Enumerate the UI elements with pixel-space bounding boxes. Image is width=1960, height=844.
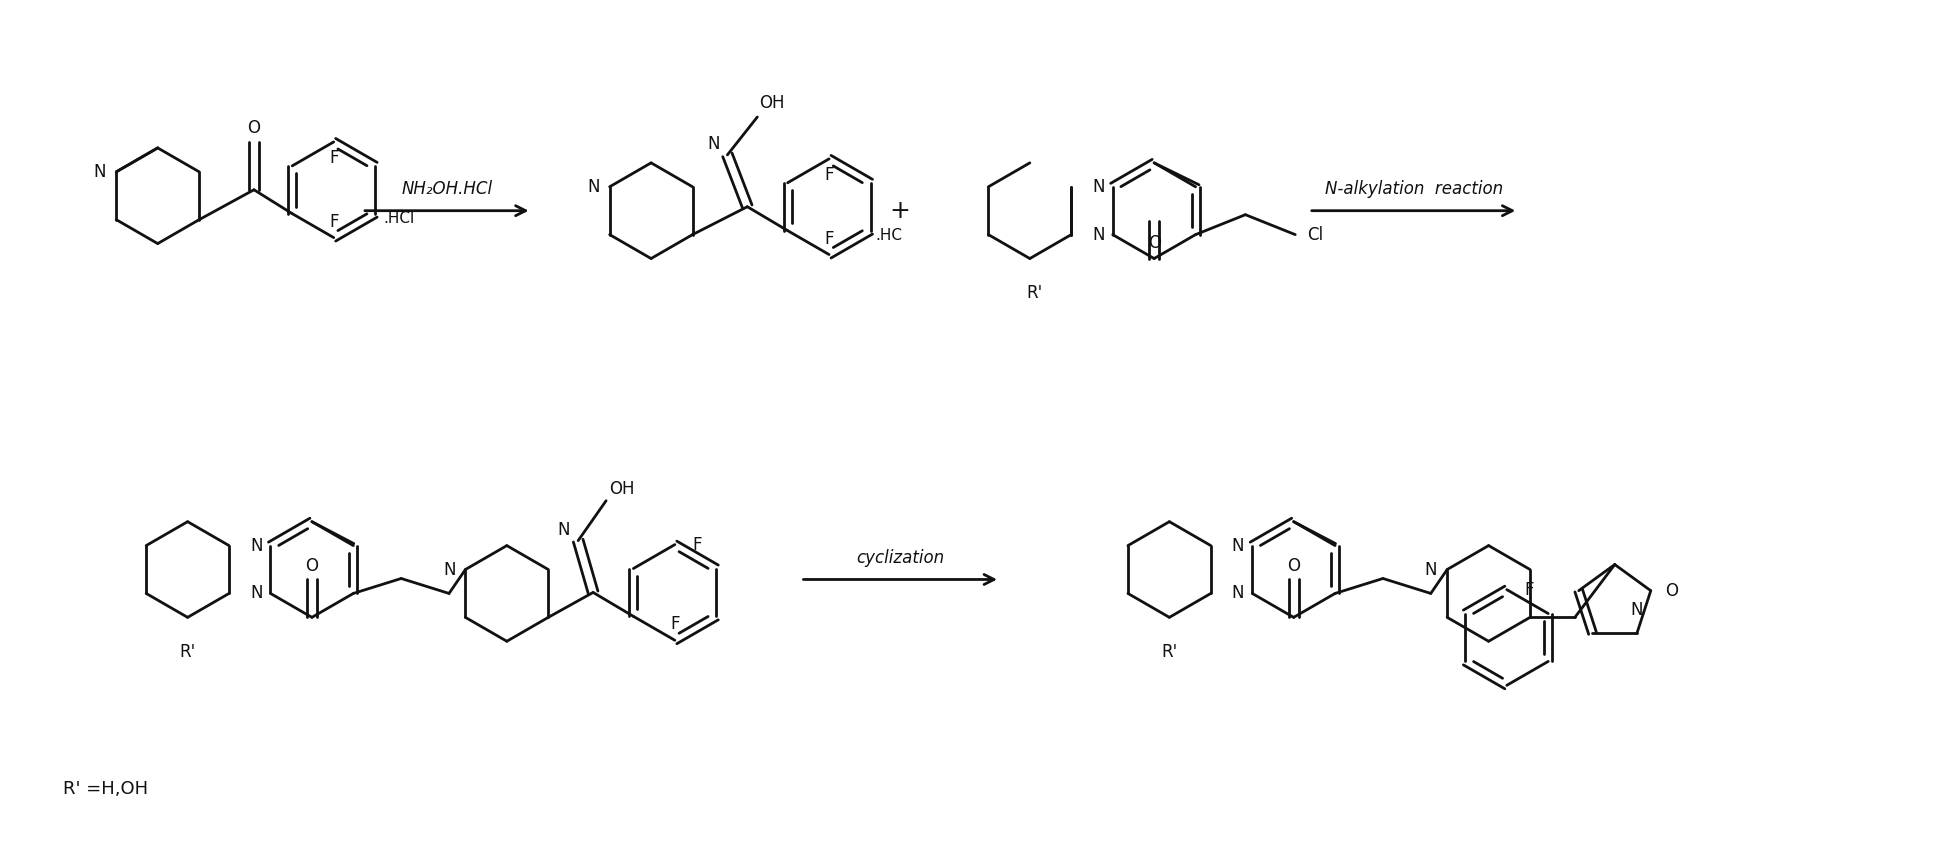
Text: R' =H,OH: R' =H,OH [63, 780, 149, 798]
Text: N-alkylation  reaction: N-alkylation reaction [1325, 180, 1503, 197]
Text: F: F [1525, 581, 1535, 598]
Text: F: F [692, 536, 702, 554]
Text: F: F [825, 165, 833, 184]
Text: N: N [1092, 225, 1105, 244]
Text: R': R' [1027, 284, 1043, 302]
Text: N: N [559, 521, 570, 538]
Text: F: F [670, 615, 680, 633]
Text: F: F [329, 149, 339, 167]
Text: R': R' [180, 643, 196, 661]
Text: +: + [890, 198, 911, 223]
Text: .HC: .HC [876, 228, 902, 243]
Text: Cl: Cl [1307, 225, 1323, 244]
Text: N: N [443, 560, 455, 578]
Text: O: O [1149, 234, 1160, 252]
Text: OH: OH [759, 94, 784, 112]
Text: F: F [329, 213, 339, 230]
Text: N: N [1231, 584, 1245, 603]
Text: N: N [588, 178, 600, 196]
Text: OH: OH [610, 479, 635, 498]
Text: NH₂OH.HCl: NH₂OH.HCl [402, 180, 492, 197]
Text: N: N [251, 584, 263, 603]
Text: F: F [825, 230, 833, 247]
Text: O: O [247, 119, 261, 137]
Text: N: N [1092, 178, 1105, 196]
Text: R': R' [1160, 643, 1178, 661]
Text: O: O [306, 556, 318, 575]
Text: O: O [1664, 582, 1678, 600]
Text: N: N [94, 163, 106, 181]
Text: N: N [708, 135, 719, 153]
Text: .HCl: .HCl [382, 211, 414, 226]
Text: O: O [1288, 556, 1299, 575]
Text: cyclization: cyclization [857, 549, 945, 566]
Text: N: N [251, 537, 263, 555]
Text: N: N [1231, 537, 1245, 555]
Text: N: N [1631, 601, 1642, 619]
Text: N: N [1425, 560, 1437, 578]
